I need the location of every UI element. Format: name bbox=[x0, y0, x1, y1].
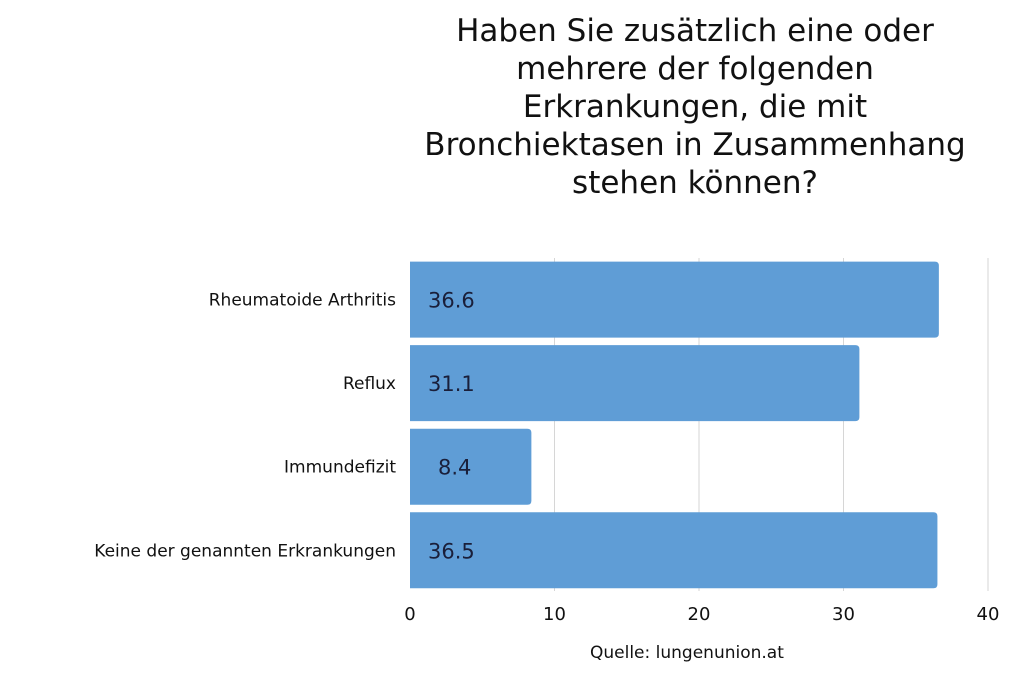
data-label: 36.5 bbox=[428, 539, 475, 563]
category-label: Keine der genannten Erkrankungen bbox=[94, 541, 396, 561]
data-label: 8.4 bbox=[438, 456, 471, 480]
bar bbox=[410, 261, 939, 338]
x-tick-label: 30 bbox=[832, 604, 855, 625]
x-tick-label: 20 bbox=[688, 604, 711, 625]
category-label: Reflux bbox=[343, 374, 396, 394]
x-tick-label: 10 bbox=[543, 604, 566, 625]
category-label: Rheumatoide Arthritis bbox=[209, 291, 396, 311]
bar bbox=[410, 345, 860, 422]
bar bbox=[410, 428, 532, 505]
bar bbox=[410, 512, 938, 589]
chart-title: Haben Sie zusätzlich eine oder mehrere d… bbox=[424, 13, 966, 201]
category-label: Immundefizit bbox=[284, 458, 396, 478]
source-note: Quelle: lungenunion.at bbox=[590, 643, 784, 663]
data-label: 36.6 bbox=[428, 289, 475, 313]
x-tick-label: 0 bbox=[404, 604, 415, 625]
x-tick-label: 40 bbox=[977, 604, 1000, 625]
data-label: 31.1 bbox=[428, 372, 475, 396]
